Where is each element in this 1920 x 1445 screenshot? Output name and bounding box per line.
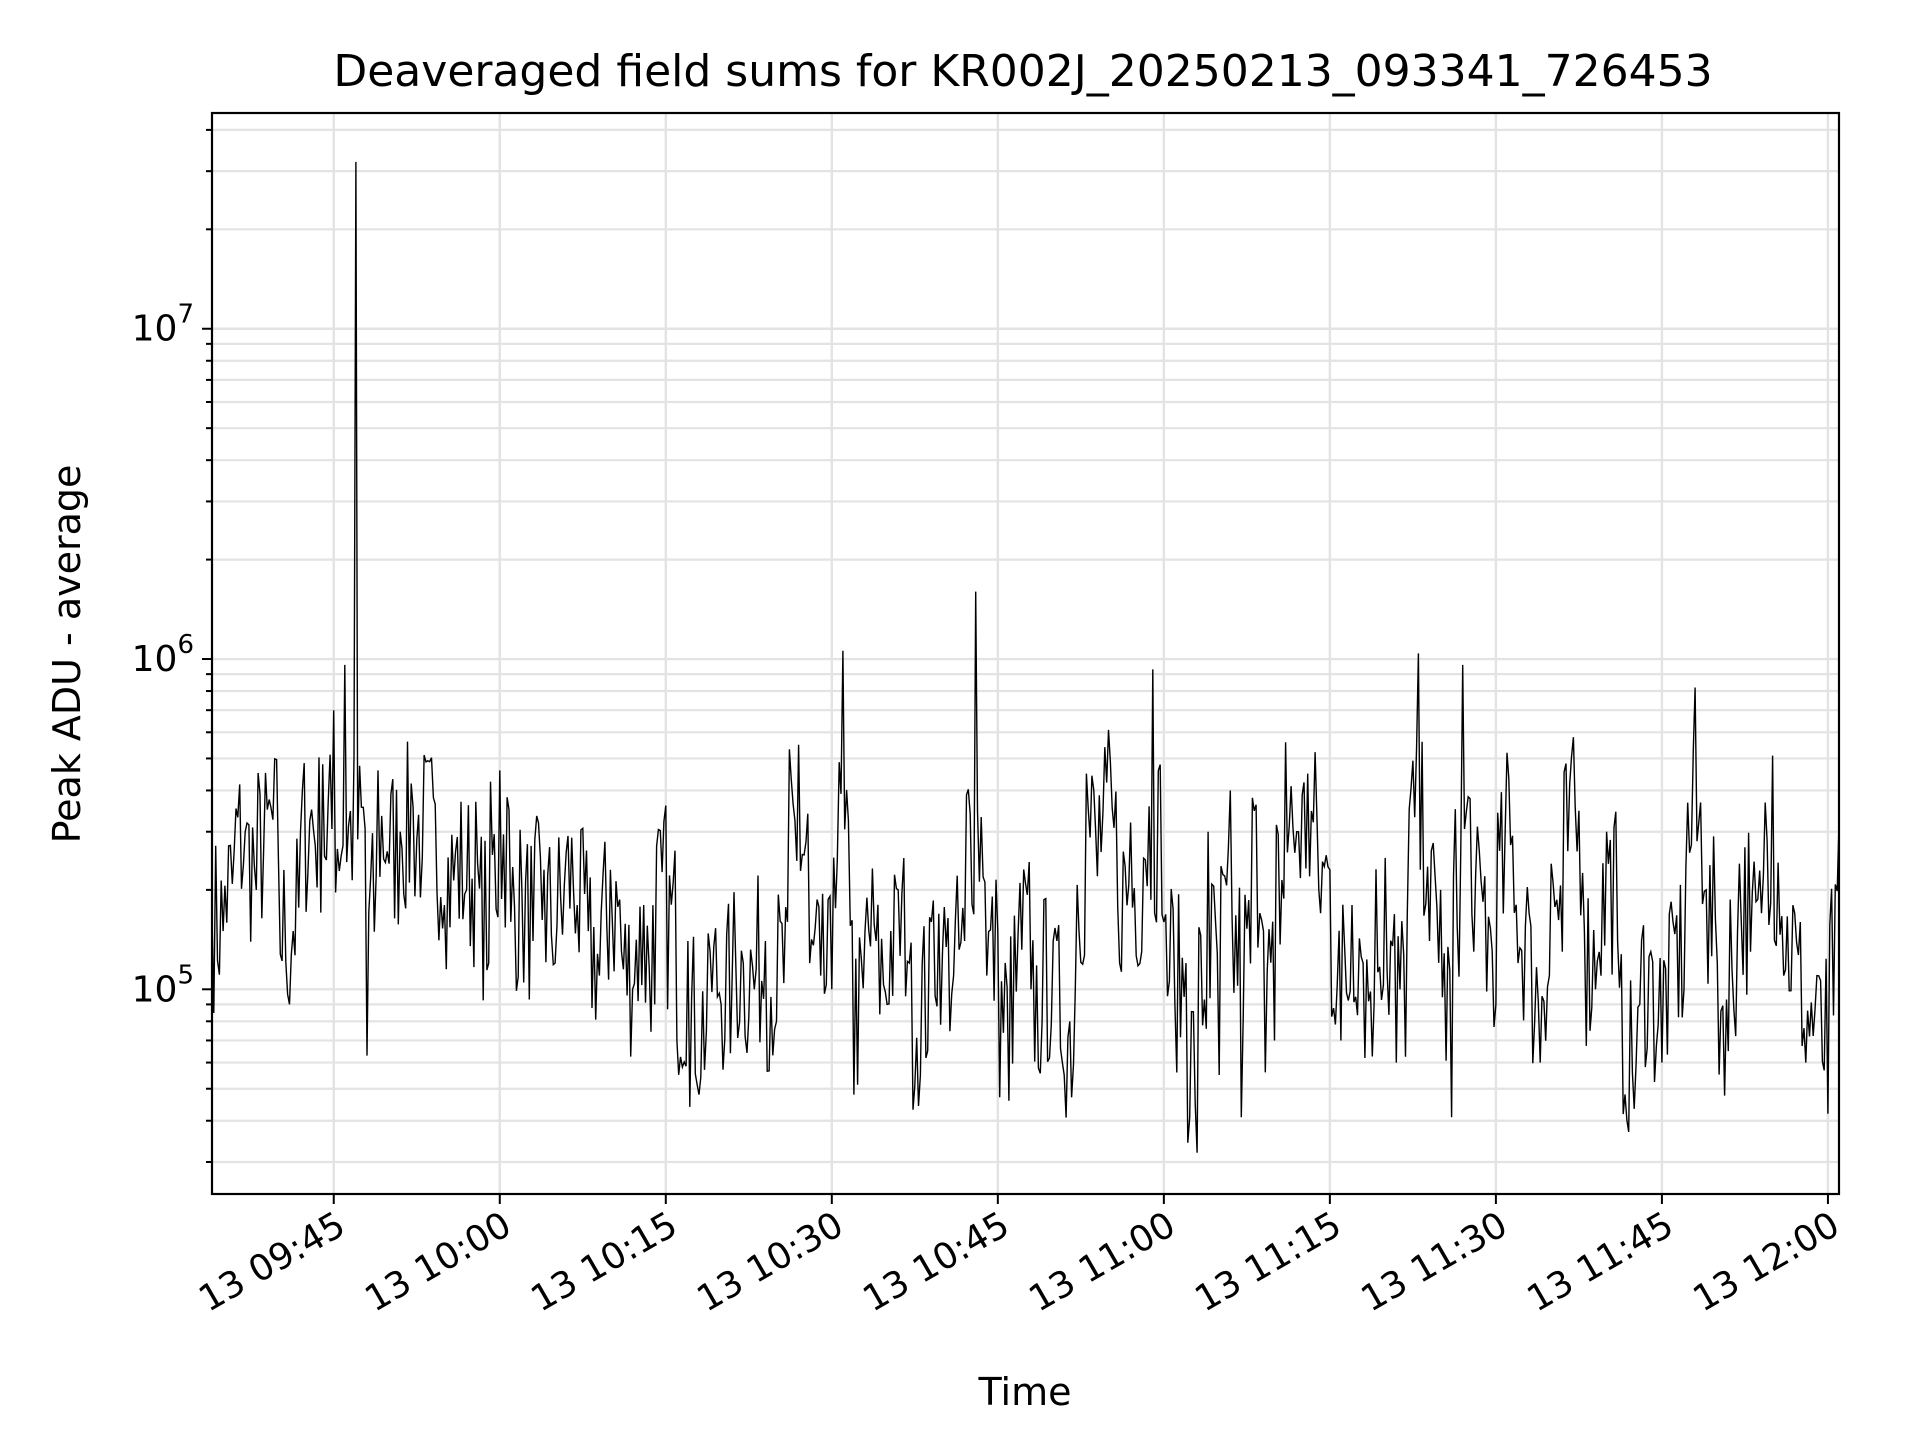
x-tick-label: 13 11:30 xyxy=(1354,1204,1514,1320)
y-tick-label: 107 xyxy=(132,300,194,350)
y-tick-label: 106 xyxy=(132,630,194,680)
x-tick-label: 13 11:15 xyxy=(1188,1204,1348,1320)
grid xyxy=(212,113,1839,1194)
x-tick-label: 13 10:45 xyxy=(856,1204,1016,1320)
x-axis: 13 09:45 13 10:00 13 10:15 13 10:30 13 10:45… xyxy=(192,1194,1846,1320)
x-tick-label: 13 10:30 xyxy=(690,1204,850,1320)
x-tick-label: 13 11:45 xyxy=(1520,1204,1680,1320)
x-tick-label: 13 10:15 xyxy=(524,1204,684,1320)
chart-title: Deaveraged field sums for KR002J_2025021… xyxy=(333,46,1712,97)
x-axis-label: Time xyxy=(978,1370,1072,1414)
y-tick-label: 105 xyxy=(132,960,194,1010)
x-tick-label: 13 10:00 xyxy=(358,1204,518,1320)
series-line xyxy=(211,161,1840,1153)
y-axis-label: Peak ADU - average xyxy=(45,465,89,844)
x-tick-label: 13 09:45 xyxy=(192,1204,352,1320)
x-tick-label: 13 12:00 xyxy=(1687,1204,1847,1320)
x-tick-label: 13 11:00 xyxy=(1022,1204,1182,1320)
plot-frame xyxy=(210,111,1841,1196)
y-axis: 105 106 107 xyxy=(132,128,212,1163)
data-series xyxy=(211,161,1840,1153)
